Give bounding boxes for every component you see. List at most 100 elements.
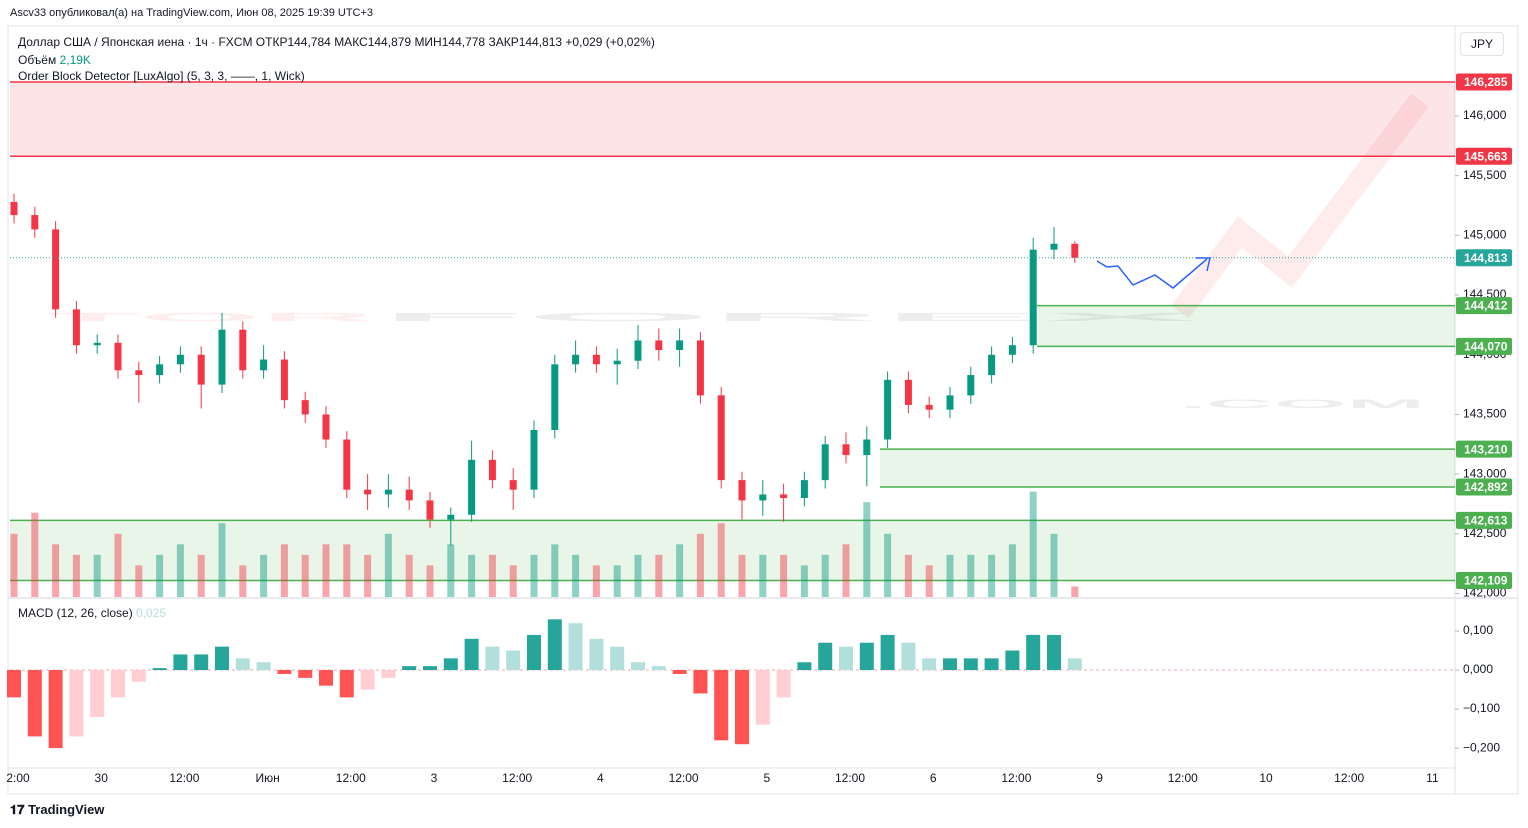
macd-bar — [527, 634, 541, 671]
price-tag — [1456, 147, 1512, 165]
volume-bar — [260, 554, 268, 597]
volume-bar — [468, 554, 476, 597]
y-tick-label: 145,500 — [1463, 168, 1507, 182]
macd-bar — [423, 666, 437, 671]
watermark: .COM — [1180, 397, 1425, 411]
macd-bar — [1005, 650, 1020, 671]
candle-body — [72, 309, 80, 346]
volume-bar — [821, 554, 829, 597]
x-tick-label: 12:00 — [1168, 771, 1198, 785]
forecast-arrowhead — [1196, 257, 1211, 272]
x-tick-label: 12:00 — [336, 771, 366, 785]
macd-bar — [194, 654, 209, 671]
price-tag — [1456, 337, 1512, 355]
macd-bar — [277, 670, 292, 674]
volume-bar — [613, 565, 621, 597]
candle-body — [821, 444, 829, 481]
forecast-arrow — [1096, 258, 1208, 289]
volume-bar — [176, 544, 184, 597]
macd-bar — [69, 670, 84, 737]
macd-bar — [859, 642, 874, 671]
volume-bar — [946, 554, 954, 597]
macd-bar — [922, 658, 937, 671]
candle-body — [655, 340, 663, 350]
volume-bar — [509, 565, 517, 597]
volume-bar — [676, 544, 684, 597]
volume-bar — [488, 554, 496, 597]
volume-bar — [280, 544, 288, 597]
candle-body — [530, 429, 538, 490]
x-tick-label: 30 — [95, 771, 109, 785]
price-tag — [1456, 440, 1512, 458]
candle-body — [218, 329, 226, 385]
candle-body — [863, 439, 871, 456]
volume-bar — [759, 554, 767, 597]
candle-body — [634, 340, 642, 361]
candle-body — [1008, 345, 1016, 355]
volume-bar — [717, 523, 725, 597]
candle-body — [800, 480, 808, 499]
x-tick-label: 3 — [431, 771, 438, 785]
macd-bar — [48, 670, 63, 749]
volume-bar — [364, 554, 372, 597]
candle-body — [426, 500, 434, 520]
volume-bar — [1050, 533, 1058, 597]
macd-bar — [1067, 658, 1082, 671]
macd-bar — [943, 658, 957, 671]
macd-bar — [256, 662, 271, 671]
volume-bar — [634, 554, 642, 597]
volume-bar — [72, 554, 80, 597]
volume-bar — [904, 554, 912, 597]
macd-bar — [131, 670, 146, 682]
x-tick-label: 12:00 — [502, 771, 532, 785]
price-tag — [1456, 478, 1512, 496]
candle-body — [780, 494, 788, 499]
volume-bar — [135, 565, 143, 597]
ohlc: МАКС144,879 — [334, 35, 412, 49]
macd-bar — [90, 670, 105, 717]
volume-bar — [156, 554, 164, 597]
volume-bar — [655, 554, 663, 597]
macd-bar — [610, 646, 625, 671]
macd-bar — [1047, 634, 1061, 671]
candle-body — [322, 414, 330, 440]
order-block — [10, 520, 1455, 581]
volume-bar — [925, 565, 933, 597]
macd-bar — [298, 670, 313, 678]
candle-body — [280, 359, 288, 401]
watermark: FOREX — [380, 310, 1200, 324]
ohlc: ЗАКР144,813 — [488, 35, 563, 49]
candle-body — [301, 400, 309, 415]
volume-bar — [322, 544, 330, 597]
x-tick-label: 12:00 — [1334, 771, 1364, 785]
volume-bar — [52, 544, 60, 597]
macd-bar — [215, 646, 229, 671]
macd-bar — [1026, 634, 1041, 671]
macd-bar — [360, 670, 375, 690]
candle-body — [988, 354, 996, 376]
order-block — [10, 81, 1455, 157]
price-tag-label: 145,663 — [1464, 149, 1508, 163]
y-tick-label: −0,200 — [1463, 740, 1500, 754]
volume-bar — [530, 554, 538, 597]
x-tick-label: 6 — [930, 771, 937, 785]
macd-bar — [568, 623, 583, 671]
volume-bar — [197, 554, 205, 597]
macd-bar — [963, 658, 978, 671]
currency-button[interactable]: JPY — [1460, 32, 1505, 56]
macd-bar — [485, 646, 500, 671]
legend-line: Доллар США / Японская иена · 1ч · FXCM О… — [18, 35, 655, 49]
volume-label: Объём — [18, 53, 57, 67]
order-block — [880, 449, 1455, 488]
candle-body — [93, 342, 101, 346]
candle-body — [1050, 243, 1058, 250]
x-tick-label: 9 — [1096, 771, 1103, 785]
volume-bar — [93, 554, 101, 597]
macd-bar — [755, 670, 770, 725]
volume-bar — [863, 502, 871, 597]
candle-body — [572, 354, 580, 365]
candle-body — [52, 229, 60, 310]
y-tick-label: 142,500 — [1463, 526, 1507, 540]
candle-body — [551, 364, 559, 430]
